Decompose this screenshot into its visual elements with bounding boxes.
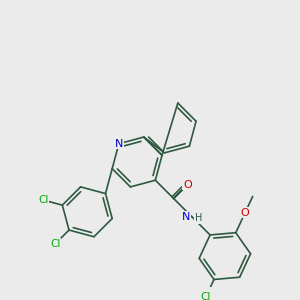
- Text: Cl: Cl: [201, 292, 211, 300]
- Text: N: N: [115, 139, 123, 149]
- Text: Cl: Cl: [38, 195, 49, 205]
- Text: N: N: [182, 212, 190, 222]
- Text: H: H: [195, 213, 202, 223]
- Text: O: O: [241, 208, 249, 218]
- Text: O: O: [183, 180, 192, 190]
- Text: Cl: Cl: [50, 239, 61, 249]
